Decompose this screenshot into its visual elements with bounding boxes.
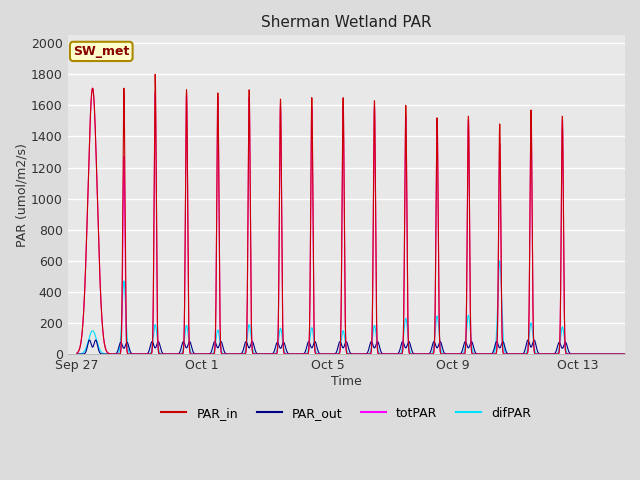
- Title: Sherman Wetland PAR: Sherman Wetland PAR: [261, 15, 431, 30]
- Text: SW_met: SW_met: [73, 45, 129, 58]
- Y-axis label: PAR (umol/m2/s): PAR (umol/m2/s): [15, 143, 28, 247]
- X-axis label: Time: Time: [331, 375, 362, 388]
- Legend: PAR_in, PAR_out, totPAR, difPAR: PAR_in, PAR_out, totPAR, difPAR: [156, 402, 536, 425]
